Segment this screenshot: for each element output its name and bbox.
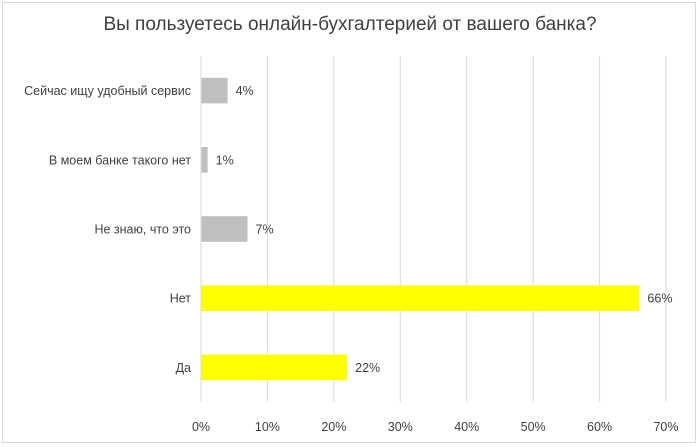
- x-tick-label: 50%: [521, 420, 546, 434]
- chart-title: Вы пользуетесь онлайн-бухгалтерией от ва…: [103, 14, 597, 35]
- bar: [201, 354, 348, 381]
- bars: [201, 77, 640, 381]
- category-labels: Сейчас ищу удобный сервис В моем банке та…: [24, 84, 191, 375]
- data-label: 66%: [647, 292, 672, 306]
- chart-frame: [2, 2, 696, 443]
- x-tick-label: 70%: [653, 420, 678, 434]
- x-tick-label: 20%: [321, 420, 346, 434]
- x-tick-label: 60%: [587, 420, 612, 434]
- bar: [201, 216, 248, 242]
- data-label: 4%: [236, 84, 254, 98]
- data-labels: 4% 1% 7% 66% 22%: [216, 84, 673, 375]
- bar: [201, 285, 640, 312]
- data-label: 22%: [355, 361, 380, 375]
- category-label: Да: [176, 361, 191, 375]
- x-tick-label: 10%: [255, 420, 280, 434]
- category-label: В моем банке такого нет: [49, 153, 191, 167]
- x-tick-label: 0%: [192, 420, 210, 434]
- category-label: Нет: [170, 292, 192, 306]
- category-label: Не знаю, что это: [94, 223, 191, 237]
- bar: [201, 77, 228, 104]
- data-label: 7%: [256, 223, 274, 237]
- category-label: Сейчас ищу удобный сервис: [24, 84, 191, 98]
- x-tick-label: 30%: [388, 420, 413, 434]
- x-tick-labels: 0% 10% 20% 30% 40% 50% 60% 70%: [192, 420, 679, 434]
- gridlines: [266, 56, 667, 402]
- bar: [201, 146, 208, 173]
- data-label: 1%: [216, 153, 234, 167]
- x-tick-label: 40%: [454, 420, 479, 434]
